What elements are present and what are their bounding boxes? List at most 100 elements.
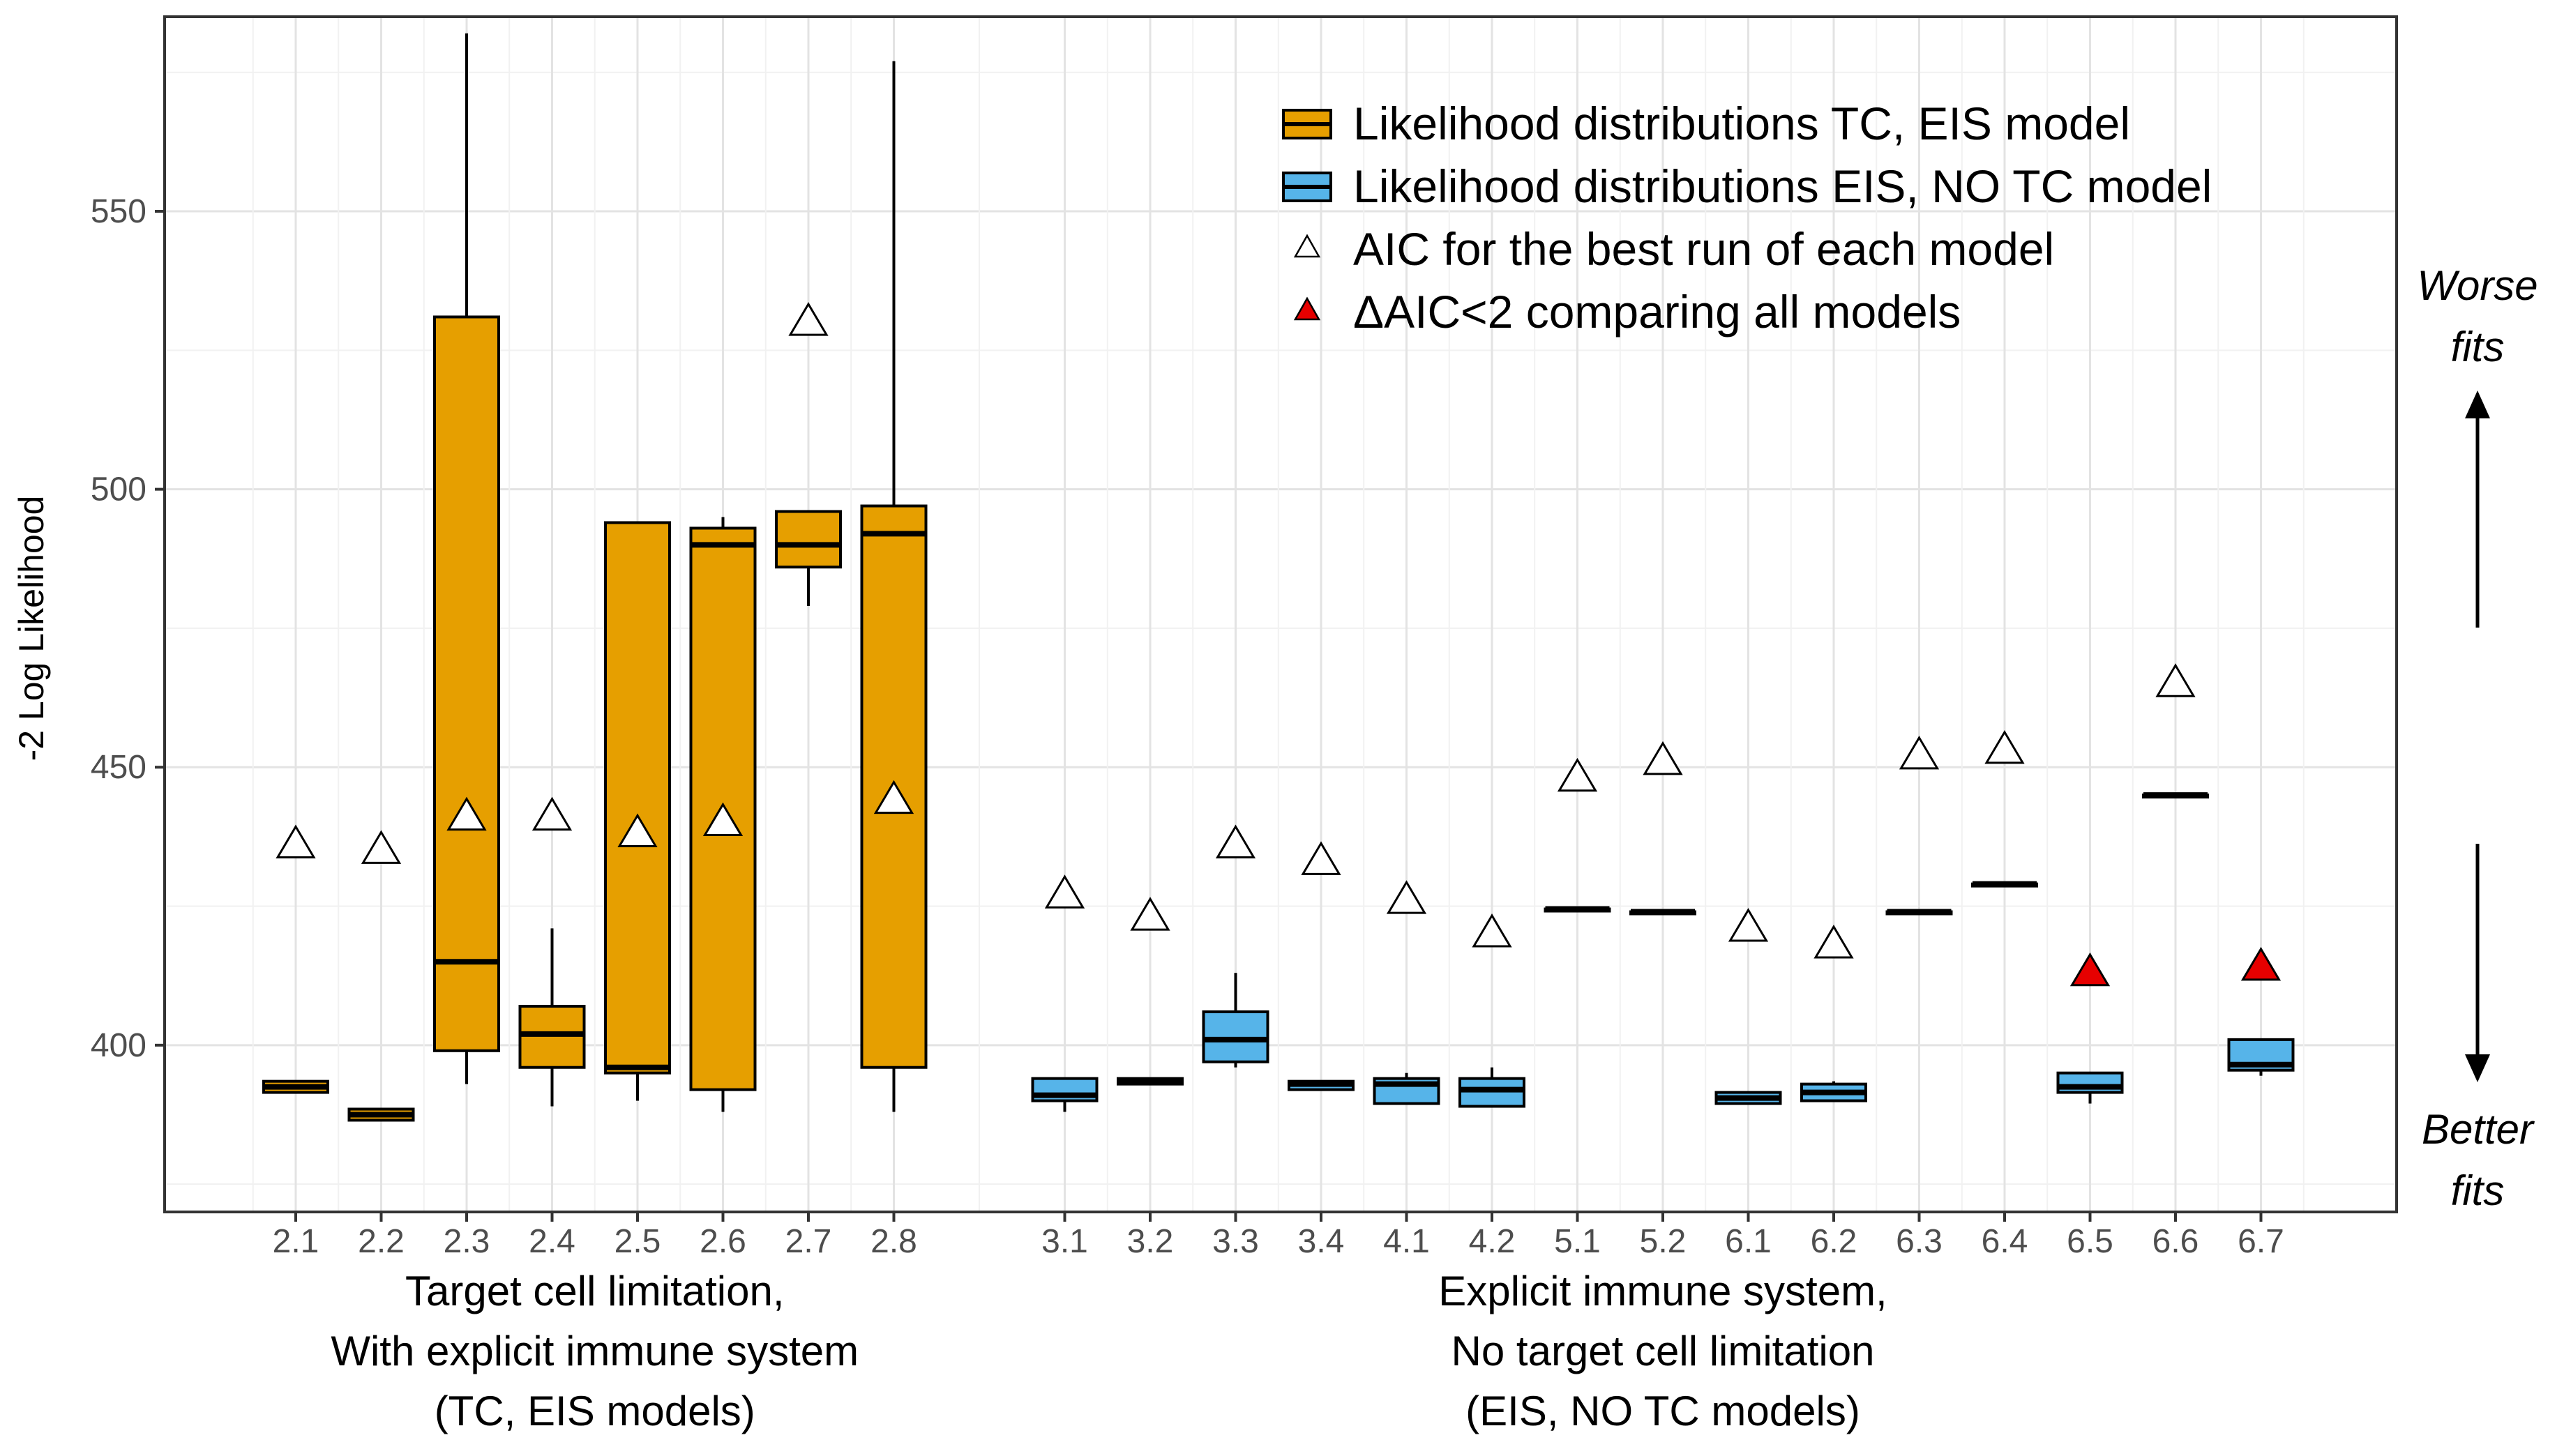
legend-key-triangle bbox=[1293, 234, 1321, 258]
aic-triangle-6.2 bbox=[1813, 924, 1854, 959]
box-5.1 bbox=[1544, 906, 1611, 913]
box-body bbox=[433, 315, 500, 1052]
x-tick-label: 2.2 bbox=[358, 1223, 405, 1260]
x-tick-label: 6.5 bbox=[2067, 1223, 2113, 1260]
x-tick-label: 2.1 bbox=[273, 1223, 319, 1260]
box-2.3 bbox=[433, 33, 500, 1084]
legend-entry: ΔAIC<2 comparing all models bbox=[1293, 286, 1961, 338]
aic-triangle-6.3 bbox=[1899, 735, 1940, 770]
legend: Likelihood distributions TC, EIS model Li… bbox=[1282, 98, 2212, 338]
aic-triangle-6.6 bbox=[2155, 663, 2196, 697]
aic-markers bbox=[276, 302, 2282, 987]
x-tick-label: 2.4 bbox=[529, 1223, 575, 1260]
legend-entry: AIC for the best run of each model bbox=[1293, 223, 2054, 275]
aic-triangle-6.4 bbox=[1984, 729, 2025, 764]
aic-triangle-6.5 bbox=[2069, 952, 2111, 987]
x-tick-label: 2.7 bbox=[785, 1223, 832, 1260]
x-tick-label: 6.6 bbox=[2152, 1223, 2199, 1260]
box-2.1 bbox=[262, 1079, 329, 1094]
box-2.2 bbox=[347, 1107, 415, 1122]
x-tick-label: 6.7 bbox=[2238, 1223, 2284, 1260]
better-fits-label: fits bbox=[2451, 1167, 2505, 1214]
box-6.1 bbox=[1714, 1091, 1782, 1105]
box-6.5 bbox=[2056, 1071, 2124, 1104]
legend-label: ΔAIC<2 comparing all models bbox=[1353, 286, 1961, 338]
aic-triangle-5.2 bbox=[1643, 741, 1683, 775]
better-fits-label: Better bbox=[2422, 1106, 2535, 1153]
annotations: Worse fits Better fits bbox=[2417, 262, 2537, 1214]
x-tick-label: 6.3 bbox=[1896, 1223, 1943, 1260]
x-tick-label: 2.8 bbox=[870, 1223, 917, 1260]
down-arrow-head bbox=[2465, 1054, 2490, 1082]
x-tick-label: 3.1 bbox=[1041, 1223, 1088, 1260]
aic-triangle-2.1 bbox=[276, 824, 316, 858]
group-label-line: (TC, EIS models) bbox=[435, 1388, 755, 1434]
x-tick-label: 3.3 bbox=[1212, 1223, 1259, 1260]
group-label-line: With explicit immune system bbox=[331, 1328, 859, 1374]
x-tick-label: 3.2 bbox=[1127, 1223, 1174, 1260]
x-tick-label: 2.3 bbox=[444, 1223, 490, 1260]
worse-fits-label: Worse bbox=[2417, 262, 2537, 309]
box-3.2 bbox=[1117, 1077, 1184, 1086]
box-6.7 bbox=[2227, 1038, 2295, 1076]
aic-triangle-5.1 bbox=[1557, 757, 1598, 792]
box-6.6 bbox=[2142, 792, 2209, 799]
x-tick-label: 2.6 bbox=[700, 1223, 746, 1260]
aic-triangle-2.4 bbox=[531, 796, 573, 831]
y-tick-label: 450 bbox=[91, 749, 146, 786]
legend-entry: Likelihood distributions TC, EIS model bbox=[1282, 98, 2130, 149]
box-3.3 bbox=[1202, 973, 1269, 1068]
legend-entry: Likelihood distributions EIS, NO TC mode… bbox=[1282, 160, 2212, 212]
box-2.5 bbox=[604, 521, 671, 1101]
box-4.2 bbox=[1458, 1067, 1525, 1108]
aic-triangle-6.7 bbox=[2240, 946, 2282, 981]
plot-panel-border bbox=[163, 15, 2398, 1213]
group-label-line: No target cell limitation bbox=[1451, 1328, 1875, 1374]
aic-triangle-3.4 bbox=[1301, 841, 1341, 875]
aic-triangle-2.6 bbox=[702, 802, 744, 837]
box-3.1 bbox=[1031, 1077, 1099, 1112]
box-4.1 bbox=[1373, 1072, 1440, 1105]
worse-fits-label: fits bbox=[2451, 324, 2505, 370]
group-label-line: Explicit immune system, bbox=[1438, 1268, 1887, 1314]
box-5.2 bbox=[1629, 909, 1696, 916]
x-tick-label: 4.2 bbox=[1469, 1223, 1516, 1260]
x-tick-label: 6.2 bbox=[1811, 1223, 1857, 1260]
group-label-line: Target cell limitation, bbox=[405, 1268, 785, 1314]
box-2.4 bbox=[518, 928, 586, 1107]
box-6.3 bbox=[1885, 909, 1953, 916]
x-tick-label: 2.5 bbox=[614, 1223, 661, 1260]
legend-label: Likelihood distributions EIS, NO TC mode… bbox=[1353, 160, 2212, 212]
y-tick-label: 400 bbox=[91, 1027, 146, 1064]
legend-label: Likelihood distributions TC, EIS model bbox=[1353, 98, 2130, 149]
box-6.2 bbox=[1800, 1081, 1867, 1102]
aic-triangle-2.8 bbox=[873, 780, 914, 814]
up-arrow-head bbox=[2465, 390, 2490, 418]
box-2.7 bbox=[775, 510, 842, 607]
aic-triangle-2.7 bbox=[788, 302, 829, 336]
aic-triangle-6.1 bbox=[1728, 908, 1769, 942]
aic-triangle-2.3 bbox=[446, 796, 487, 831]
boxes bbox=[262, 33, 2295, 1122]
aic-triangle-2.5 bbox=[617, 813, 658, 847]
y-tick-label: 500 bbox=[91, 471, 146, 508]
box-body bbox=[604, 521, 671, 1075]
legend-label: AIC for the best run of each model bbox=[1353, 223, 2054, 275]
x-tick-label: 5.2 bbox=[1640, 1223, 1687, 1260]
aic-triangle-3.3 bbox=[1215, 824, 1256, 858]
y-tick-label: 550 bbox=[91, 193, 146, 230]
box-3.4 bbox=[1288, 1079, 1355, 1091]
legend-key-triangle bbox=[1293, 296, 1321, 321]
x-tick-label: 3.4 bbox=[1298, 1223, 1345, 1260]
box-6.4 bbox=[1971, 881, 2038, 888]
axes: 400 450 500 550 -2 Log Likelihood 2.1 2.2 2.3 2.… bbox=[12, 193, 2284, 1434]
group-label-line: (EIS, NO TC models) bbox=[1465, 1388, 1860, 1434]
y-axis-title: -2 Log Likelihood bbox=[12, 496, 51, 761]
aic-triangle-3.1 bbox=[1044, 874, 1085, 909]
box-body bbox=[775, 510, 842, 569]
x-tick-label: 6.4 bbox=[1982, 1223, 2028, 1260]
aic-triangle-3.2 bbox=[1130, 897, 1170, 931]
x-tick-label: 6.1 bbox=[1725, 1223, 1772, 1260]
aic-triangle-2.2 bbox=[361, 830, 402, 864]
